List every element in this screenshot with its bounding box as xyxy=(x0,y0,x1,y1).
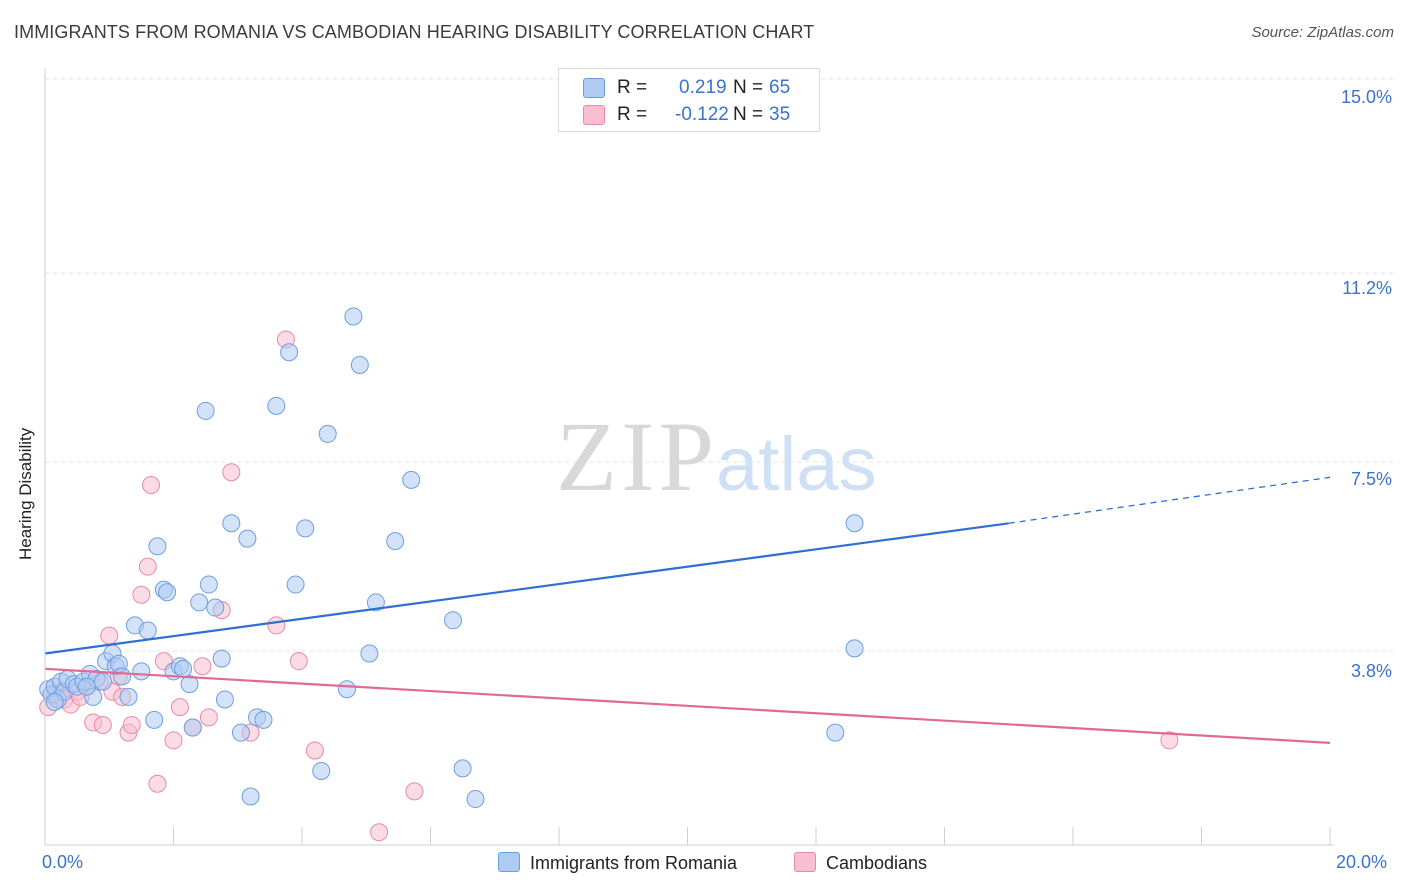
cambodians-point xyxy=(100,626,119,645)
legend-r-label: R = xyxy=(617,77,648,98)
romania-point xyxy=(337,680,356,699)
romania-point xyxy=(286,575,305,594)
y-tick-label-3-8: 3.8% xyxy=(1350,661,1392,681)
romania-point xyxy=(113,667,132,686)
y-axis-label: Hearing Disability xyxy=(16,427,35,560)
romania-point xyxy=(254,710,273,729)
y-tick-label-15: 15.0% xyxy=(1340,87,1392,107)
cambodians-point xyxy=(1160,731,1179,750)
cambodians-point xyxy=(405,782,424,801)
romania-point xyxy=(466,790,485,809)
romania-point xyxy=(238,529,257,548)
romania-point xyxy=(45,693,64,712)
romania-point xyxy=(443,611,462,630)
cambodians-point xyxy=(132,585,151,604)
cambodians-point xyxy=(122,715,141,734)
x-tick-label-min: 0.0% xyxy=(42,852,84,872)
cambodians-point xyxy=(305,741,324,760)
cambodians-point xyxy=(164,731,183,750)
y-tick-label-11-2: 11.2% xyxy=(1342,278,1392,298)
romania-point xyxy=(190,593,209,612)
romania-point xyxy=(231,723,250,742)
romania-point xyxy=(132,662,151,681)
romania-point xyxy=(174,659,193,678)
cambodians-point xyxy=(267,616,286,635)
legend-n-value: 65 xyxy=(769,77,791,98)
romania-point xyxy=(215,690,234,709)
romania-point xyxy=(199,575,218,594)
romania-point xyxy=(119,687,138,706)
romania-point xyxy=(196,401,215,420)
romania-point xyxy=(453,759,472,778)
romania-trend-line xyxy=(44,522,1009,655)
bottom-legend-romania: Immigrants from Romania xyxy=(498,852,737,874)
romania-point xyxy=(93,672,112,691)
cambodians-point xyxy=(148,774,167,793)
chart-title: IMMIGRANTS FROM ROMANIA VS CAMBODIAN HEA… xyxy=(14,22,815,42)
romania-point xyxy=(222,514,241,533)
cambodians-point xyxy=(193,657,212,676)
legend-swatch-pink xyxy=(583,105,605,125)
legend-r-label: R = xyxy=(617,104,648,125)
romania-point xyxy=(845,639,864,658)
cambodians-point xyxy=(138,557,157,576)
romania-point xyxy=(402,470,421,489)
bottom-legend-cambodians: Cambodians xyxy=(794,852,927,874)
romania-point xyxy=(145,710,164,729)
romania-point xyxy=(212,649,231,668)
romania-point xyxy=(318,424,337,443)
romania-point xyxy=(267,396,286,415)
romania-trend-extension xyxy=(1008,476,1331,524)
romania-point xyxy=(845,514,864,533)
x-tick-label-max: 20.0% xyxy=(1336,852,1388,872)
romania-point xyxy=(366,593,385,612)
watermark-atlas: atlas xyxy=(716,422,877,507)
romania-point xyxy=(138,621,157,640)
cambodians-point xyxy=(222,463,241,482)
romania-point xyxy=(280,343,299,362)
cambodians-point xyxy=(289,652,308,671)
romania-point xyxy=(386,532,405,551)
cambodians-point xyxy=(170,698,189,717)
romania-point xyxy=(350,355,369,374)
romania-point xyxy=(241,787,260,806)
legend-r-value: 0.219 xyxy=(679,77,727,98)
cambodians-point xyxy=(93,715,112,734)
romania-point xyxy=(148,537,167,556)
bottom-legend-label-romania: Immigrants from Romania xyxy=(530,853,738,873)
legend-n-label: N = xyxy=(733,104,764,125)
legend-r-value: -0.122 xyxy=(675,104,729,125)
bottom-legend-swatch-pink xyxy=(794,852,816,872)
romania-point xyxy=(206,598,225,617)
cambodians-point xyxy=(142,475,161,494)
cambodians-trend-line xyxy=(44,667,1331,744)
correlation-legend: R = 0.219 N = 65 R = -0.122 N = 35 xyxy=(558,68,820,132)
legend-n-value: 35 xyxy=(769,104,791,125)
chart-source: Source: ZipAtlas.com xyxy=(1251,24,1394,41)
cambodians-point xyxy=(199,708,218,727)
romania-point xyxy=(360,644,379,663)
romania-point xyxy=(180,675,199,694)
romania-point xyxy=(344,307,363,326)
romania-point xyxy=(312,761,331,780)
legend-swatch-blue xyxy=(583,78,605,98)
bottom-legend-swatch-blue xyxy=(498,852,520,872)
romania-point xyxy=(77,677,96,696)
romania-point xyxy=(826,723,845,742)
watermark-zip: ZIP xyxy=(556,401,718,512)
bottom-legend-label-cambodians: Cambodians xyxy=(826,853,928,873)
legend-n-label: N = xyxy=(733,77,764,98)
watermark: ZIP atlas xyxy=(556,401,877,512)
romania-point xyxy=(158,583,177,602)
y-tick-label-7-5: 7.5% xyxy=(1350,469,1392,489)
romania-point xyxy=(183,718,202,737)
cambodians-point xyxy=(370,823,389,842)
romania-point xyxy=(296,519,315,538)
